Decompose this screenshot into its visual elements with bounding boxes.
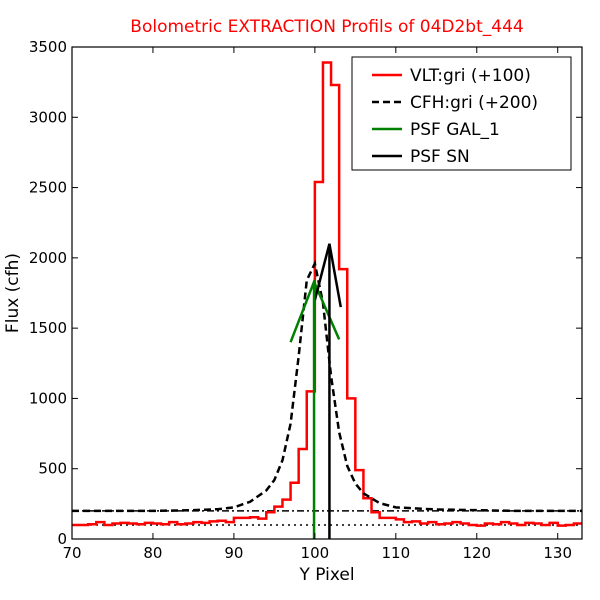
plot-area [72,61,582,539]
y-tick-label: 3500 [29,38,67,56]
legend: VLT:gri (+100) CFH:gri (+200) PSF GAL_1 PSF… [351,56,572,171]
plot-frame [71,46,583,540]
y-tick-label: 3000 [29,108,67,126]
y-tick-label: 0 [57,530,67,548]
legend-label: PSF SN [410,147,470,167]
y-axis-label: Flux (cfh) [3,253,23,333]
x-tick-label: 110 [381,544,410,562]
x-tick-label: 70 [62,544,81,562]
x-tick-label: 100 [301,544,330,562]
y-tick-label: 500 [38,460,67,478]
chart-title: Bolometric EXTRACTION Profils of 04D2bt_… [130,17,523,37]
series-line-3 [289,278,341,343]
series-line-1 [72,61,582,527]
x-axis-label: Y Pixel [298,565,354,585]
y-tick-label: 1000 [29,389,67,407]
series-line-2 [72,259,582,513]
x-tick-label: 80 [143,544,162,562]
legend-label: CFH:gri (+200) [410,93,538,113]
x-tick-label: 120 [462,544,491,562]
series-line-4 [313,243,342,308]
y-tick-label: 2500 [29,179,67,197]
x-tick-label: 90 [224,544,243,562]
legend-label: VLT:gri (+100) [410,66,531,86]
y-tick-label: 1500 [29,319,67,337]
y-tick-label: 2000 [29,249,67,267]
axis-ticks: 70 80 90 100 110 120 130 0 500 1000 1500 2000 2500 30… [29,38,582,562]
legend-label: PSF GAL_1 [410,120,500,140]
x-tick-label: 130 [543,544,572,562]
